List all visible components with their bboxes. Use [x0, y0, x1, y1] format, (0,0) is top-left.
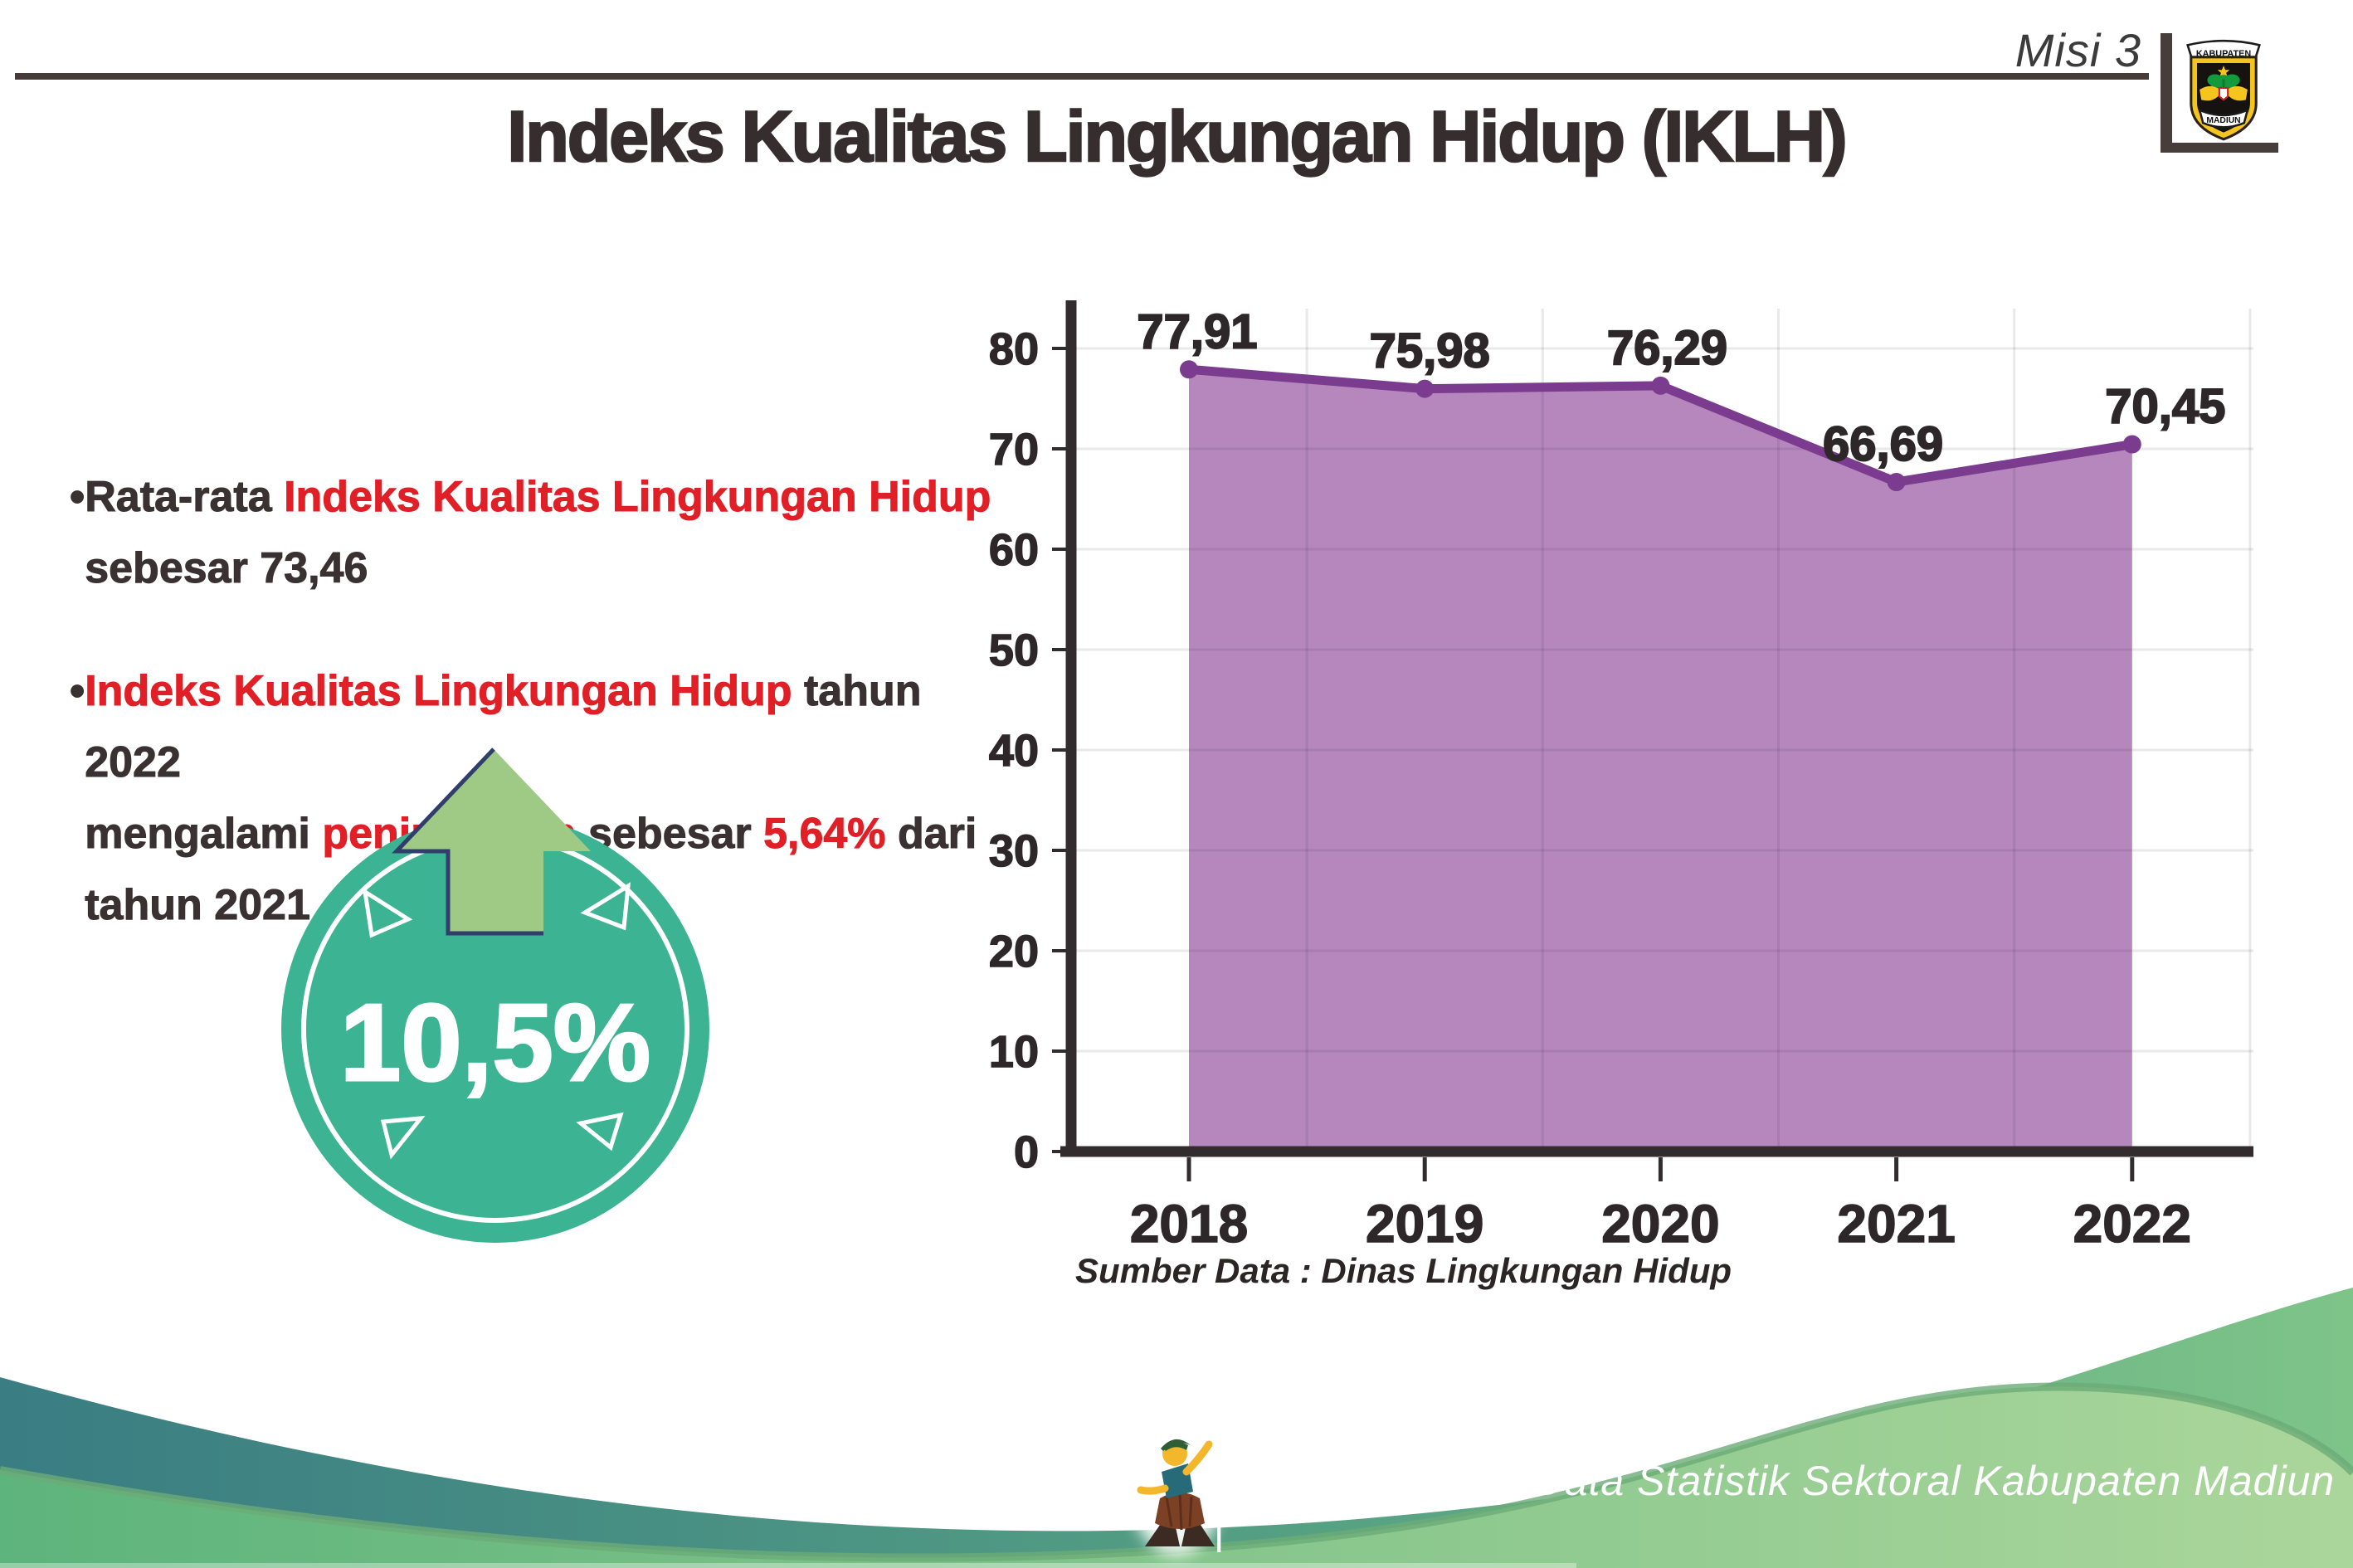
y-axis-tick-label: 40: [989, 726, 1039, 776]
data-point-label: 66,69: [1823, 417, 1943, 471]
iklh-area-chart: 0 10 20 30 40 50 60 70 80 2018 2019 2020 2021 2022 77,…: [988, 300, 2253, 1254]
bullet-segment-highlight: 5,64%: [763, 810, 886, 859]
badge-percent-label: 10,5%: [340, 981, 650, 1103]
logo-wing-icon: [2225, 85, 2248, 101]
corner-bracket-vertical: [2161, 33, 2172, 152]
x-axis-tick-label: 2022: [2073, 1194, 2191, 1254]
data-point-marker: [1415, 379, 1435, 398]
bullet-segment: sebesar 73,46: [85, 544, 368, 593]
bullet-text: Indeks Kualitas Lingkungan Hidup tahun 2…: [85, 655, 1024, 941]
wave-dome-rim: [0, 1382, 2353, 1562]
area-fill: [1189, 369, 2132, 1152]
x-axis-tick-label: 2021: [1837, 1194, 1955, 1254]
madiun-logo: KABUPATEN MADIUN: [2186, 39, 2261, 141]
up-arrow-outline: [392, 747, 543, 936]
wave-green-dome: [0, 1386, 2353, 1568]
y-axis-tick-label: 80: [989, 324, 1039, 374]
x-axis-tick-label: 2019: [1366, 1194, 1483, 1254]
misi-label: Misi 3: [2014, 24, 2141, 76]
header-rule: [15, 73, 2149, 80]
bullet-list: • Rata-rata Indeks Kualitas Lingkungan H…: [69, 461, 1024, 941]
badge-accent-triangle: [580, 882, 631, 931]
data-point-label: 75,98: [1370, 324, 1490, 378]
increase-badge: 10,5%: [281, 747, 709, 1243]
bullet-text: Rata-rata Indeks Kualitas Lingkungan Hid…: [85, 461, 991, 604]
badge-accent-triangle: [576, 1112, 624, 1152]
y-axis-tick-label: 20: [989, 927, 1039, 976]
gridlines: [1071, 309, 2253, 1152]
bullet-segment: sebesar: [576, 810, 764, 859]
logo-top-text: KABUPATEN: [2196, 49, 2251, 59]
x-axis-tick-label: 2018: [1130, 1194, 1248, 1254]
y-axis-tick-label: 70: [989, 425, 1039, 475]
logo-star-icon: [2217, 66, 2230, 78]
badge-accent-triangle: [362, 887, 413, 938]
bullet-item: • Rata-rata Indeks Kualitas Lingkungan H…: [69, 461, 1024, 604]
corner-bracket-horizontal: [2161, 143, 2278, 153]
logo-bottom-banner: [2198, 108, 2249, 129]
badge-accent-triangle: [380, 1115, 426, 1160]
bullet-segment-highlight: Indeks Kualitas Lingkungan Hidup: [284, 473, 991, 522]
data-point-label: 70,45: [2105, 380, 2225, 434]
data-point-label: 76,29: [1607, 321, 1727, 375]
y-axis-tick-label: 60: [989, 525, 1039, 575]
y-axis-tick-label: 0: [1014, 1127, 1039, 1177]
data-point-marker: [1887, 473, 1906, 492]
bullet-segment: Rata-rata: [85, 473, 285, 522]
bullet-dot: •: [69, 667, 85, 716]
logo-wing-icon: [2200, 85, 2222, 101]
bullet-segment-highlight: Indeks Kualitas Lingkungan Hidup: [85, 667, 792, 716]
logo-bottom-text: MADIUN: [2206, 116, 2240, 125]
footer-wave: [0, 1288, 2353, 1568]
wave-bottom-strip: [0, 1563, 1576, 1568]
bullet-dot: •: [69, 473, 85, 522]
y-axis-tick-label: 10: [989, 1027, 1039, 1077]
source-caption: Sumber Data : Dinas Lingkungan Hidup: [1075, 1251, 1732, 1290]
mascot-icon: [1131, 1426, 1222, 1556]
data-point-marker: [2122, 435, 2141, 454]
bullet-segment: tahun 2021: [85, 881, 311, 930]
y-axis-tick-label: 30: [989, 826, 1039, 876]
bullet-item: • Indeks Kualitas Lingkungan Hidup tahun…: [69, 655, 1024, 941]
data-point-marker: [1180, 360, 1198, 379]
data-point-label: 77,91: [1137, 304, 1257, 358]
footer-credit: Media Infografis Data Statistik Sektoral…: [1213, 1458, 2336, 1552]
axes: [1052, 300, 2253, 1181]
logo-center-shield: [2218, 86, 2229, 101]
bullet-segment: tahun 2022: [85, 667, 922, 787]
x-axis-tick-label: 2020: [1601, 1194, 1719, 1254]
up-arrow-icon: [397, 749, 591, 933]
bullet-segment: mengalami: [85, 810, 323, 859]
data-point-marker: [1651, 376, 1670, 395]
page-title: Indeks Kualitas Lingkungan Hidup (IKLH): [506, 96, 1849, 178]
y-axis-tick-label: 50: [989, 626, 1039, 675]
bullet-segment: dari: [885, 810, 977, 859]
